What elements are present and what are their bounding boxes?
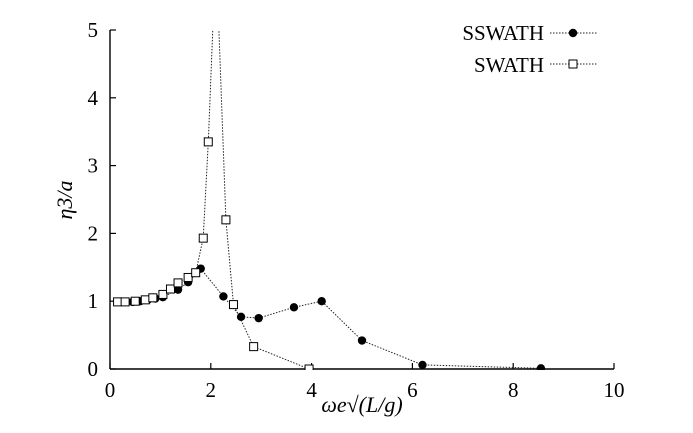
data-point-swath	[173, 278, 183, 288]
series-line-sswath	[132, 267, 541, 369]
y-tick-label: 5	[88, 18, 99, 42]
legend: SSWATH SWATH	[462, 21, 598, 77]
data-point-swath	[165, 284, 175, 294]
legend-label-swath: SWATH	[474, 53, 544, 77]
data-point-swath	[249, 342, 259, 352]
data-point-swath	[148, 293, 158, 303]
y-tick-label: 0	[88, 357, 99, 381]
data-point-sswath	[236, 312, 246, 321]
data-point-sswath	[536, 364, 546, 370]
y-tick-label: 4	[88, 86, 99, 110]
data-point-swath	[221, 215, 231, 225]
data-point-sswath	[254, 313, 263, 323]
x-tick-label: 0	[105, 378, 116, 402]
data-point-swath	[191, 268, 201, 278]
data-point-swath	[214, 12, 222, 20]
series-markers	[113, 12, 546, 370]
ticks	[109, 29, 615, 370]
data-point-swath	[209, 12, 217, 20]
x-tick-label: 6	[407, 378, 418, 402]
series-line-swath	[117, 30, 310, 370]
y-axis-label: η3/a	[52, 180, 77, 219]
data-point-sswath	[418, 360, 427, 370]
data-point-swath	[304, 364, 314, 370]
axes	[109, 30, 614, 370]
data-point-swath	[183, 272, 193, 282]
tick-labels: 0 2 4 6 8 10 0 1 2 3 4 5	[88, 18, 625, 402]
y-tick-label: 1	[88, 289, 99, 313]
x-axis-label: ωe√(L/g)	[321, 392, 402, 417]
x-tick-label: 4	[306, 378, 317, 402]
legend-label-sswath: SSWATH	[462, 21, 544, 45]
data-point-swath	[130, 296, 140, 306]
data-point-sswath	[219, 292, 228, 301]
data-point-swath	[140, 295, 150, 305]
data-point-sswath	[357, 336, 367, 345]
data-point-sswath	[173, 285, 183, 294]
legend-marker-sswath	[568, 28, 578, 38]
data-point-swath	[203, 137, 213, 147]
data-point-swath	[158, 289, 168, 299]
data-point-sswath	[317, 297, 326, 306]
x-tick-label: 10	[604, 378, 625, 402]
x-tick-label: 2	[206, 378, 217, 402]
y-tick-label: 3	[88, 154, 99, 178]
x-tick-label: 8	[508, 378, 519, 402]
data-point-sswath	[289, 303, 299, 312]
data-point-swath	[120, 297, 130, 307]
data-point-swath	[198, 233, 208, 243]
data-point-swath	[228, 300, 238, 310]
legend-marker-swath	[568, 59, 578, 69]
y-tick-label: 2	[88, 221, 99, 245]
data-point-swath	[113, 297, 123, 307]
